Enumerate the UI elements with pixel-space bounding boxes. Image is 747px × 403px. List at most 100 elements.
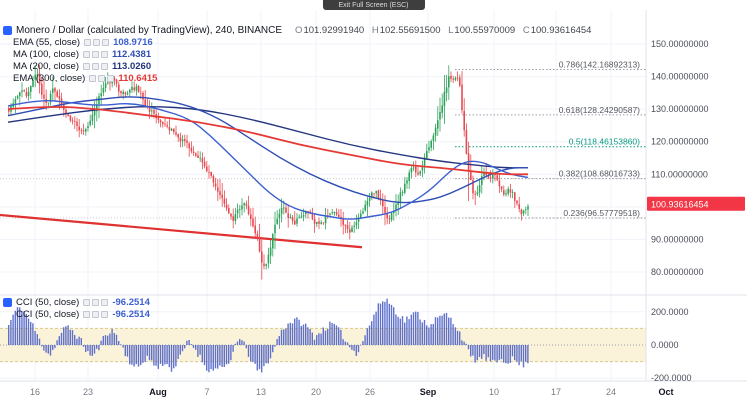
cci-histogram (8, 298, 529, 373)
visibility-icon[interactable] (83, 51, 90, 58)
svg-text:130.00000000: 130.00000000 (651, 104, 709, 114)
svg-text:150.00000000: 150.00000000 (651, 39, 709, 49)
ema300-line[interactable] (7, 106, 528, 176)
last-price-label: 100.93616454 (647, 196, 745, 211)
ma200-line[interactable] (7, 106, 528, 169)
indicator-row-ma200[interactable]: MA (200, close) 113.0260 (3, 61, 591, 72)
visibility-icon[interactable] (83, 299, 91, 306)
delete-icon[interactable] (101, 299, 109, 306)
indicator-label: CCI (50, close) (16, 309, 80, 320)
svg-text:20: 20 (311, 387, 321, 397)
indicator-value: 110.6415 (118, 73, 158, 84)
svg-text:200.0000: 200.0000 (651, 307, 689, 317)
svg-text:0.0000: 0.0000 (651, 340, 679, 350)
svg-text:100.93616454: 100.93616454 (651, 199, 709, 209)
visibility-icon[interactable] (83, 63, 90, 70)
symbol-logo-icon (3, 26, 12, 35)
svg-text:0.382(108.68016733): 0.382(108.68016733) (559, 169, 640, 179)
close-label: C (522, 25, 530, 36)
indicator-label: CCI (50, close) (16, 297, 80, 308)
high-label: H (371, 25, 379, 36)
svg-text:Oct: Oct (658, 387, 673, 397)
visibility-icon[interactable] (89, 75, 97, 82)
indicator-value: 108.9716 (113, 37, 153, 48)
cci-row-1[interactable]: CCI (50, close) -96.2514 (3, 297, 150, 308)
delete-icon[interactable] (101, 51, 108, 58)
indicator-controls (83, 51, 108, 58)
svg-text:140.00000000: 140.00000000 (651, 72, 709, 82)
settings-icon[interactable] (98, 75, 106, 82)
descending-trendline[interactable] (0, 213, 363, 249)
settings-icon[interactable] (93, 39, 101, 46)
symbol-title: Monero / Dollar (calculated by TradingVi… (16, 25, 283, 36)
svg-text:17: 17 (551, 387, 561, 397)
svg-text:10: 10 (489, 387, 499, 397)
indicator-label: MA (100, close) (13, 49, 79, 60)
svg-text:Sep: Sep (420, 387, 437, 397)
high-value: 102.55691500 (379, 25, 441, 36)
fib-retracement-layer: 0.786(142.16892313) 0.618(128.24290587) 0.… (455, 60, 646, 219)
open-label: O (295, 25, 303, 36)
cci-legend: CCI (50, close) -96.2514 CCI (50, close)… (3, 297, 150, 320)
indicator-label: EMA (300, close) (13, 73, 86, 84)
close-value: 100.93616454 (530, 25, 592, 36)
indicator-value: -96.2514 (112, 297, 150, 308)
visibility-icon[interactable] (84, 39, 92, 46)
chart-area[interactable]: 0.786(142.16892313) 0.618(128.24290587) 0.… (0, 10, 747, 403)
settings-icon[interactable] (92, 299, 100, 306)
delete-icon[interactable] (107, 75, 115, 82)
indicator-logo-icon (3, 298, 12, 307)
pane-borders (0, 10, 747, 382)
moving-averages-layer (7, 96, 529, 220)
visibility-icon[interactable] (83, 311, 91, 318)
indicator-label: MA (200, close) (13, 61, 79, 72)
open-value: 101.92991940 (303, 25, 365, 36)
indicator-value: 112.4381 (112, 49, 152, 60)
svg-text:0.618(128.24290587): 0.618(128.24290587) (559, 105, 640, 115)
indicator-controls (83, 63, 108, 70)
grid-layer (0, 10, 646, 381)
indicator-row-ema300[interactable]: EMA (300, close) 110.6415 (3, 73, 591, 84)
svg-text:7: 7 (204, 387, 209, 397)
svg-text:23: 23 (83, 387, 93, 397)
indicator-row-ma100[interactable]: MA (100, close) 112.4381 (3, 49, 591, 60)
settings-icon[interactable] (92, 51, 99, 58)
svg-text:24: 24 (606, 387, 616, 397)
symbol-header[interactable]: Monero / Dollar (calculated by TradingVi… (3, 25, 591, 36)
indicator-label: EMA (55, close) (13, 37, 81, 48)
topbar: Exit Full Screen (ESC) (0, 0, 747, 10)
chart-legend: Monero / Dollar (calculated by TradingVi… (3, 25, 591, 84)
svg-text:90.00000000: 90.00000000 (651, 234, 704, 244)
ma100-line[interactable] (7, 96, 528, 204)
settings-icon[interactable] (92, 63, 99, 70)
ohlc-values: O101.92991940 H102.55691500 L100.5597000… (290, 25, 591, 36)
svg-text:13: 13 (256, 387, 266, 397)
time-axis[interactable]: 16 23 Aug 7 13 20 26 Sep 10 17 24 Oct (30, 387, 674, 397)
delete-icon[interactable] (102, 39, 110, 46)
svg-text:-200.0000: -200.0000 (651, 373, 692, 383)
chart-canvas[interactable]: 0.786(142.16892313) 0.618(128.24290587) 0.… (0, 10, 747, 403)
indicator-controls (83, 299, 109, 306)
svg-text:Aug: Aug (149, 387, 167, 397)
indicator-controls (83, 311, 109, 318)
svg-text:26: 26 (365, 387, 375, 397)
low-label: L (448, 25, 454, 36)
indicator-controls (89, 75, 115, 82)
low-value: 100.55970009 (454, 25, 516, 36)
svg-text:110.00000000: 110.00000000 (651, 169, 708, 179)
svg-text:0.786(142.16892313): 0.786(142.16892313) (559, 60, 640, 70)
indicator-value: 113.0260 (112, 61, 152, 72)
delete-icon[interactable] (101, 311, 109, 318)
svg-text:120.00000000: 120.00000000 (651, 137, 709, 147)
delete-icon[interactable] (101, 63, 108, 70)
svg-text:0.5(118.46153860): 0.5(118.46153860) (569, 137, 640, 147)
ema55-line[interactable] (7, 100, 529, 220)
indicator-controls (84, 39, 110, 46)
settings-icon[interactable] (92, 311, 100, 318)
indicator-row-ema55[interactable]: EMA (55, close) 108.9716 (3, 37, 591, 48)
svg-text:0.236(96.57779518): 0.236(96.57779518) (563, 208, 640, 218)
cci-row-2[interactable]: CCI (50, close) -96.2514 (3, 309, 150, 320)
exit-fullscreen-button[interactable]: Exit Full Screen (ESC) (322, 0, 425, 10)
svg-text:16: 16 (30, 387, 40, 397)
indicator-value: -96.2514 (112, 309, 150, 320)
